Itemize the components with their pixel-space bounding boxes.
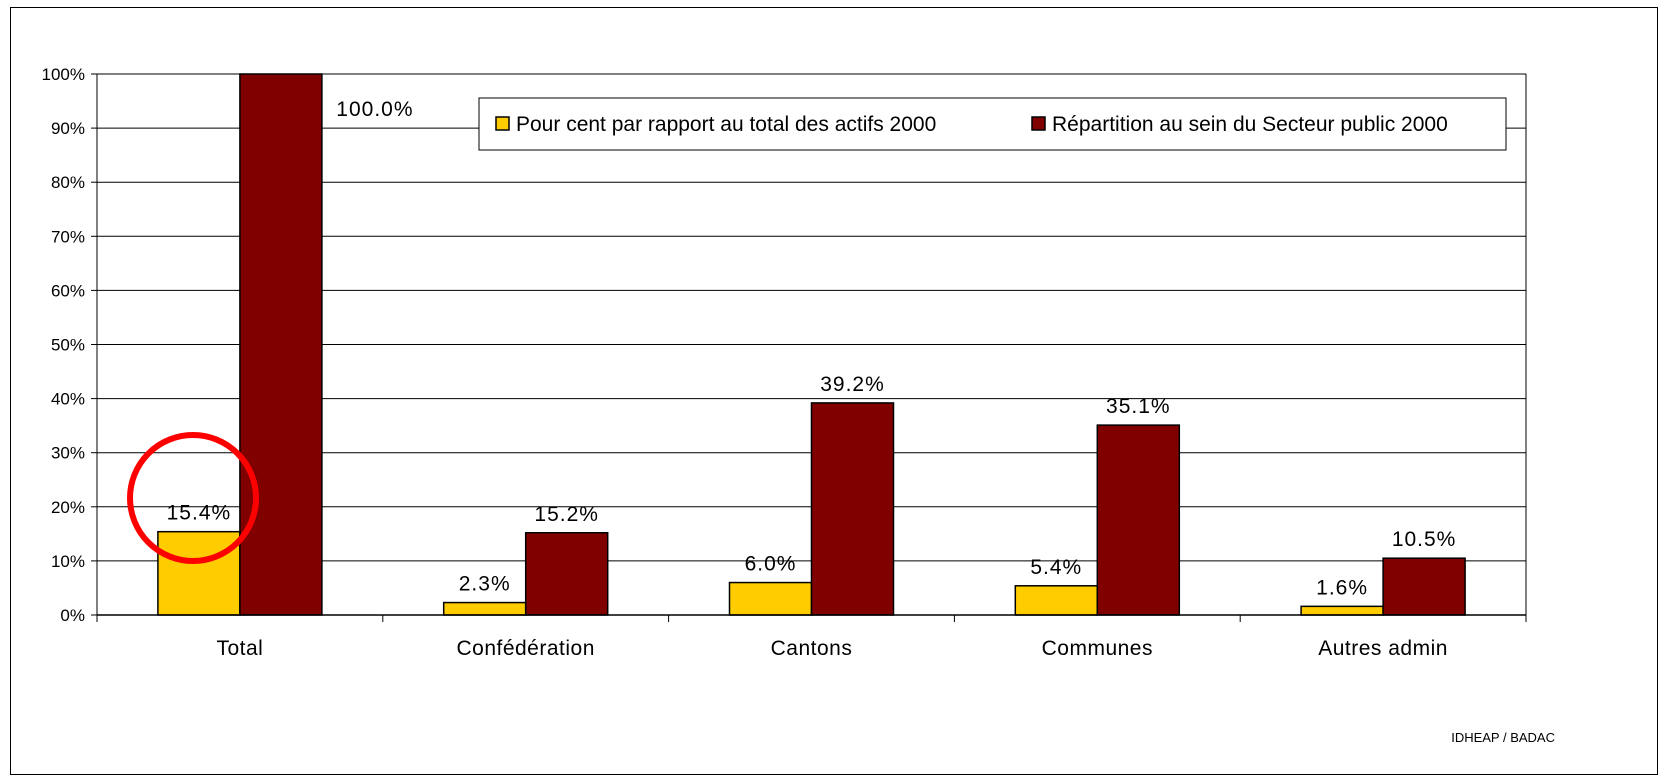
y-tick-label: 60% [51,281,85,300]
bar-actifs [1300,605,1384,616]
y-tick-label: 100% [42,65,85,84]
x-tick-label: Confédération [456,637,594,660]
y-tick-label: 90% [51,119,85,138]
source-credit: IDHEAP / BADAC [1451,730,1555,745]
y-tick-label: 0% [60,606,85,625]
data-label: 39.2% [820,373,885,396]
x-tick-label: Total [216,637,263,660]
data-label: 5.4% [1030,556,1082,579]
data-label: 10.5% [1392,528,1457,551]
y-tick-label: 50% [51,336,85,355]
bar-secteur-public [239,73,323,616]
bar-secteur-public [1096,424,1181,616]
highlight-circle [127,432,259,564]
data-label: 6.0% [745,553,797,576]
legend-label: Répartition au sein du Secteur public 20… [1052,113,1448,136]
bar-secteur-public [524,532,609,616]
y-tick-label: 40% [51,390,85,409]
data-label: 100.0% [336,98,413,121]
data-label: 15.2% [534,503,599,526]
x-tick-label: Autres admin [1318,637,1448,660]
data-label: 1.6% [1316,576,1368,599]
y-tick-label: 30% [51,444,85,463]
x-tick-label: Cantons [771,637,853,660]
y-tick-label: 20% [51,498,85,517]
bar-secteur-public [1382,557,1466,616]
bar-actifs [1014,585,1099,616]
bar-secteur-public [810,402,895,616]
y-tick-label: 70% [51,227,85,246]
x-tick-label: Communes [1042,637,1153,660]
y-tick-label: 10% [51,552,85,571]
legend-label: Pour cent par rapport au total des actif… [516,113,936,136]
y-tick-label: 80% [51,173,85,192]
legend-swatch-actifs [495,116,510,131]
data-label: 2.3% [459,573,511,596]
data-label: 15.4% [167,502,232,525]
bar-actifs [442,601,527,616]
legend-swatch-secteur-public [1031,116,1046,131]
data-label: 35.1% [1106,395,1171,418]
legend [478,97,1507,151]
bar-actifs [157,530,241,616]
bar-actifs [728,581,813,616]
